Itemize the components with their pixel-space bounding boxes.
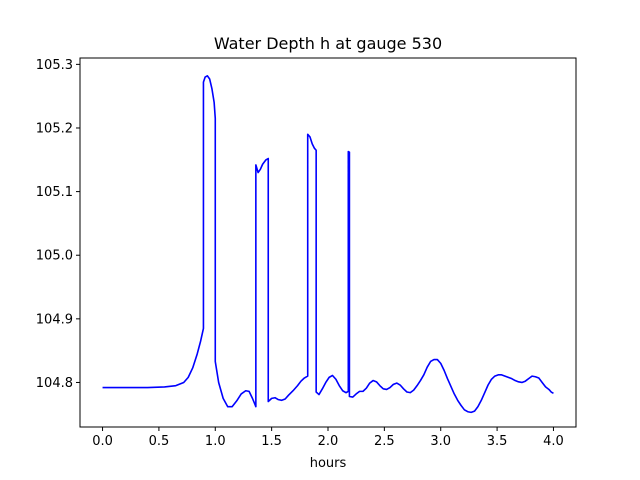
x-tick-label: 4.0	[543, 434, 564, 449]
x-tick-label: 2.0	[318, 434, 339, 449]
y-axis: 104.8 104.9 105.0 105.1 105.2 105.3	[36, 58, 80, 391]
x-tick-label: 3.5	[487, 434, 508, 449]
y-tick-label: 105.0	[36, 249, 73, 264]
x-axis-label: hours	[310, 456, 347, 471]
y-tick-label: 105.3	[36, 58, 73, 73]
y-tick-label: 104.8	[36, 376, 73, 391]
y-tick-label: 105.2	[36, 121, 73, 136]
x-tick-label: 1.5	[261, 434, 282, 449]
y-tick-label: 105.1	[36, 185, 73, 200]
x-tick-label: 0.0	[92, 434, 113, 449]
y-tick-label: 104.9	[36, 312, 73, 327]
series-line-0	[102, 75, 554, 414]
x-tick-label: 3.0	[430, 434, 451, 449]
x-tick-label: 1.0	[205, 434, 226, 449]
chart-title: Water Depth h at gauge 530	[214, 34, 442, 53]
x-tick-label: 0.5	[149, 434, 170, 449]
x-tick-label: 2.5	[374, 434, 395, 449]
plot-frame	[79, 57, 577, 428]
series-layer	[102, 75, 554, 414]
x-axis: 0.0 0.5 1.0 1.5 2.0 2.5 3.0 3.5 4.0	[92, 427, 564, 449]
